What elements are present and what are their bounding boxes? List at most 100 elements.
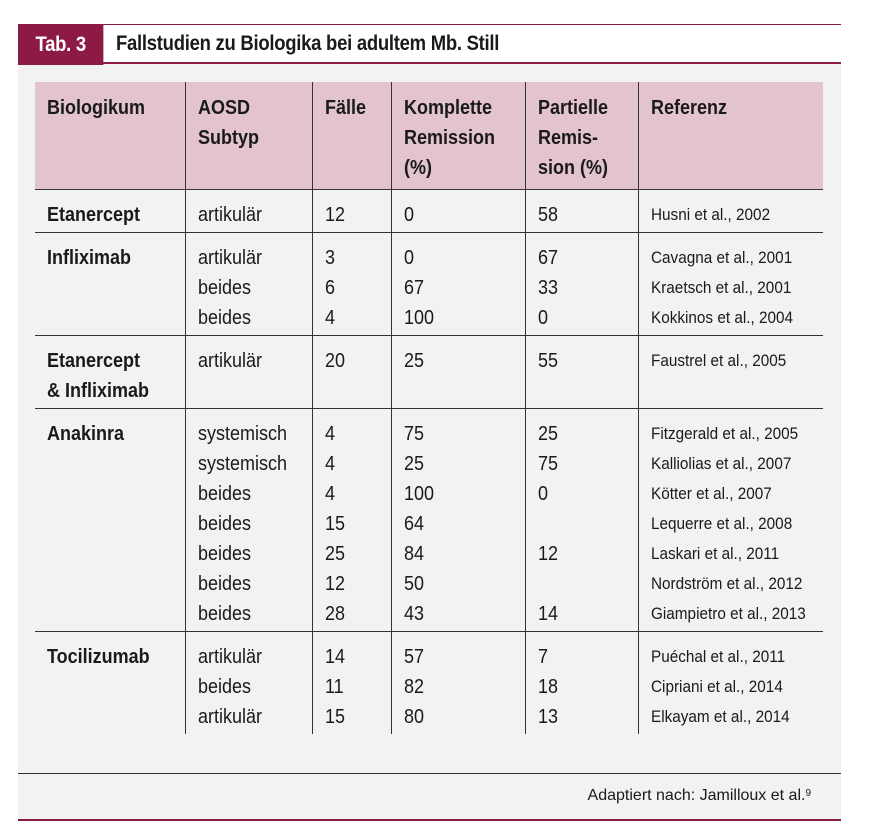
- referenz-cell: Faustrel et al., 2005: [637, 335, 823, 409]
- partielle-remission-cell: 55: [524, 335, 638, 409]
- subtyp-value: systemisch: [197, 423, 287, 445]
- partielle-remission-value: 0: [537, 307, 548, 329]
- referenz-value: Kraetsch et al., 2001: [650, 278, 791, 297]
- partielle-remission-value: 58: [537, 204, 558, 226]
- table-row-group: Anakinra systemisch systemisch beides beides…: [35, 408, 823, 632]
- drug-cell: Etanercept & Infliximab: [35, 335, 185, 409]
- bottom-accent-rule: [18, 819, 841, 821]
- drug-name: Infliximab: [47, 247, 132, 269]
- faelle-value: 12: [324, 204, 345, 226]
- partielle-remission-value: [538, 509, 628, 539]
- footnote-reference: 9: [805, 788, 811, 799]
- table-row-group: Etanercept & Infliximab artikulär 20 25 55 Fau…: [35, 335, 823, 409]
- faelle-cell: 3 6 4: [311, 232, 391, 336]
- partielle-remission-value: 55: [537, 350, 558, 372]
- faelle-cell: 14 11 15: [311, 631, 391, 734]
- referenz-value: Cavagna et al., 2001: [650, 248, 792, 267]
- table-number-tag: Tab. 3: [18, 24, 104, 65]
- table-row-group: Tocilizumab artikulär beides artikulär 14 11 1…: [35, 631, 823, 735]
- partielle-remission-value: 25: [537, 423, 558, 445]
- drug-cell: Tocilizumab: [35, 632, 185, 735]
- partielle-remission-value: 13: [537, 706, 558, 728]
- source-footnote: Adaptiert nach: Jamilloux et al.9: [587, 787, 811, 804]
- table-header-row: Biologikum AOSD Subtyp Fälle Komplette R…: [35, 82, 823, 190]
- referenz-value: Elkayam et al., 2014: [650, 707, 790, 726]
- subtyp-value: beides: [197, 676, 251, 698]
- drug-name: Tocilizumab: [47, 646, 150, 668]
- subtyp-value: beides: [197, 277, 251, 299]
- referenz-value: Laskari et al., 2011: [650, 544, 779, 563]
- subtyp-value: systemisch: [197, 453, 287, 475]
- biologics-table: Biologikum AOSD Subtyp Fälle Komplette R…: [35, 82, 823, 734]
- partielle-remission-value: 0: [537, 483, 548, 505]
- referenz-value: Cipriani et al., 2014: [650, 677, 783, 696]
- header-faelle: Fälle: [311, 82, 391, 190]
- referenz-cell: Cavagna et al., 2001 Kraetsch et al., 200…: [637, 232, 823, 336]
- footer-divider: [18, 773, 841, 774]
- table-title-bar: Tab. 3 Fallstudien zu Biologika bei adul…: [18, 24, 841, 65]
- subtyp-cell: systemisch systemisch beides beides beides be…: [184, 408, 312, 632]
- komplette-remission-value: 100: [403, 307, 434, 329]
- faelle-value: 4: [324, 423, 335, 445]
- faelle-value: 12: [324, 573, 345, 595]
- partielle-remission-cell: 58: [524, 189, 638, 233]
- subtyp-value: artikulär: [197, 706, 262, 728]
- partielle-remission-value: 33: [537, 277, 558, 299]
- header-biologikum: Biologikum: [35, 82, 185, 190]
- komplette-remission-value: 43: [403, 603, 424, 625]
- faelle-value: 20: [324, 350, 345, 372]
- komplette-remission-value: 100: [403, 483, 434, 505]
- faelle-value: 15: [324, 706, 345, 728]
- faelle-cell: 12: [311, 189, 391, 233]
- partielle-remission-value: 7: [537, 646, 548, 668]
- faelle-value: 14: [324, 646, 345, 668]
- table-row-group: Etanercept artikulär 12 0 58 Husni et al., 20…: [35, 189, 823, 233]
- table-row-group: Infliximab artikulär beides beides 3 6 4 0 67 100…: [35, 232, 823, 336]
- komplette-remission-value: 64: [403, 513, 424, 535]
- faelle-value: 15: [324, 513, 345, 535]
- header-komplette-remission: Komplette Remission (%): [390, 82, 525, 190]
- faelle-value: 25: [324, 543, 345, 565]
- faelle-value: 11: [324, 676, 344, 698]
- faelle-value: 3: [324, 247, 335, 269]
- referenz-value: Kokkinos et al., 2004: [650, 308, 793, 327]
- partielle-remission-value: [538, 569, 628, 599]
- komplette-remission-value: 80: [403, 706, 424, 728]
- partielle-remission-value: 67: [537, 247, 558, 269]
- komplette-remission-cell: 0 67 100: [390, 232, 525, 336]
- referenz-value: Husni et al., 2002: [650, 205, 770, 224]
- referenz-value: Kötter et al., 2007: [650, 484, 772, 503]
- table-body: Etanercept artikulär 12 0 58 Husni et al., 20…: [35, 189, 823, 735]
- subtyp-cell: artikulär beides beides: [184, 232, 312, 336]
- komplette-remission-value: 50: [403, 573, 424, 595]
- komplette-remission-cell: 57 82 80: [390, 631, 525, 734]
- komplette-remission-value: 67: [403, 277, 424, 299]
- referenz-value: Puéchal et al., 2011: [650, 647, 785, 666]
- referenz-cell: Puéchal et al., 2011 Cipriani et al., 201…: [637, 631, 823, 734]
- partielle-remission-cell: 25 75 0 12 14: [524, 408, 638, 632]
- drug-cell: Infliximab: [35, 232, 185, 336]
- partielle-remission-value: 18: [537, 676, 558, 698]
- subtyp-cell: artikulär beides artikulär: [184, 631, 312, 734]
- komplette-remission-value: 0: [403, 204, 414, 226]
- faelle-value: 28: [324, 603, 345, 625]
- komplette-remission-value: 84: [403, 543, 424, 565]
- referenz-cell: Husni et al., 2002: [637, 189, 823, 233]
- partielle-remission-cell: 7 18 13: [524, 631, 638, 734]
- komplette-remission-value: 75: [403, 423, 424, 445]
- partielle-remission-value: 14: [537, 603, 558, 625]
- header-subtyp: AOSD Subtyp: [184, 82, 312, 190]
- faelle-value: 4: [324, 483, 335, 505]
- subtyp-value: artikulär: [197, 204, 262, 226]
- komplette-remission-cell: 75 25 100 64 84 50 43: [390, 408, 525, 632]
- table-title: Fallstudien zu Biologika bei adultem Mb.…: [116, 32, 500, 55]
- drug-cell: Etanercept: [35, 189, 185, 233]
- komplette-remission-value: 57: [403, 646, 424, 668]
- komplette-remission-value: 25: [403, 350, 424, 372]
- subtyp-cell: artikulär: [184, 189, 312, 233]
- referenz-value: Faustrel et al., 2005: [650, 351, 786, 370]
- faelle-value: 6: [324, 277, 335, 299]
- drug-name: Anakinra: [47, 423, 125, 445]
- subtyp-cell: artikulär: [184, 335, 312, 409]
- header-referenz: Referenz: [637, 82, 823, 190]
